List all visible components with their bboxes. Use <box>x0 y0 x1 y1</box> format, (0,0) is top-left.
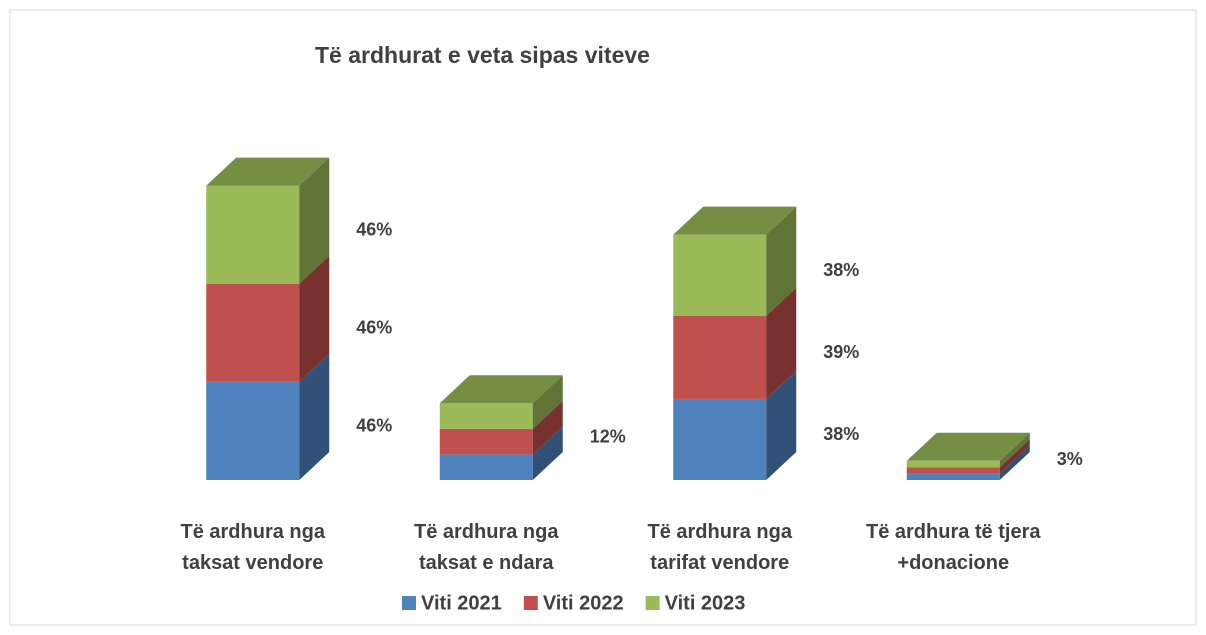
data-label: 39% <box>823 342 859 362</box>
legend-swatch <box>523 596 538 610</box>
bar-side <box>999 439 1030 474</box>
bar-front <box>206 185 300 284</box>
bar-front <box>906 467 1000 474</box>
bar-side <box>999 445 1030 480</box>
bar-side <box>766 287 797 399</box>
x-tick-label-line: taksat vendore <box>182 552 323 574</box>
chart-title: Të ardhurat e veta sipas viteve <box>315 42 650 68</box>
bar-front <box>439 454 533 480</box>
bar-side <box>766 370 797 480</box>
bar-top <box>206 157 330 186</box>
data-label: 3% <box>1057 449 1083 469</box>
x-tick-label-line: Të ardhura nga <box>414 521 559 543</box>
x-tick-label: Të ardhura nga taksat e ndara <box>414 521 559 574</box>
bar-side <box>532 375 563 429</box>
bar-front <box>906 460 1000 468</box>
bar-side <box>766 206 797 316</box>
bar-front <box>439 403 533 429</box>
data-label: 38% <box>823 260 859 280</box>
bar-front <box>673 315 767 399</box>
bar-front <box>673 234 767 316</box>
data-label: 12% <box>590 426 626 446</box>
bar-top <box>439 375 563 404</box>
bar-front <box>673 398 767 480</box>
bar-front <box>206 283 300 382</box>
x-tick-label-line: taksat e ndara <box>419 552 554 574</box>
bar-side <box>299 255 330 382</box>
bar-side <box>299 157 330 284</box>
x-tick-label-line: Të ardhura të tjera <box>866 521 1041 543</box>
bar-side <box>999 432 1030 468</box>
data-label: 46% <box>356 416 392 436</box>
x-tick-label-line: +donacione <box>897 552 1009 574</box>
data-label: 38% <box>823 424 859 444</box>
legend-label: Viti 2021 <box>421 592 502 614</box>
bar-top <box>673 206 797 235</box>
bar-front <box>206 381 300 480</box>
bar-front <box>906 473 1000 480</box>
bar-side <box>532 400 563 455</box>
x-tick-label-line: Të ardhura nga <box>181 521 326 543</box>
bar-top <box>906 432 1030 461</box>
legend-swatch <box>402 596 416 610</box>
legend-label: Viti 2022 <box>543 592 624 614</box>
x-tick-label: Të ardhura nga tarifat vendore <box>648 521 793 574</box>
x-tick-label: Të ardhura nga taksat vendore <box>181 521 326 574</box>
x-tick-label: Të ardhura të tjera +donacione <box>866 521 1041 574</box>
legend-swatch <box>645 596 660 610</box>
legend-label: Viti 2023 <box>665 592 746 614</box>
bar-front <box>439 428 533 455</box>
data-label: 46% <box>356 219 392 239</box>
bar-side <box>299 353 330 480</box>
x-tick-label-line: tarifat vendore <box>650 552 789 574</box>
data-label: 46% <box>356 318 392 338</box>
x-tick-label-line: Të ardhura nga <box>648 521 793 543</box>
bar-side <box>532 426 563 480</box>
